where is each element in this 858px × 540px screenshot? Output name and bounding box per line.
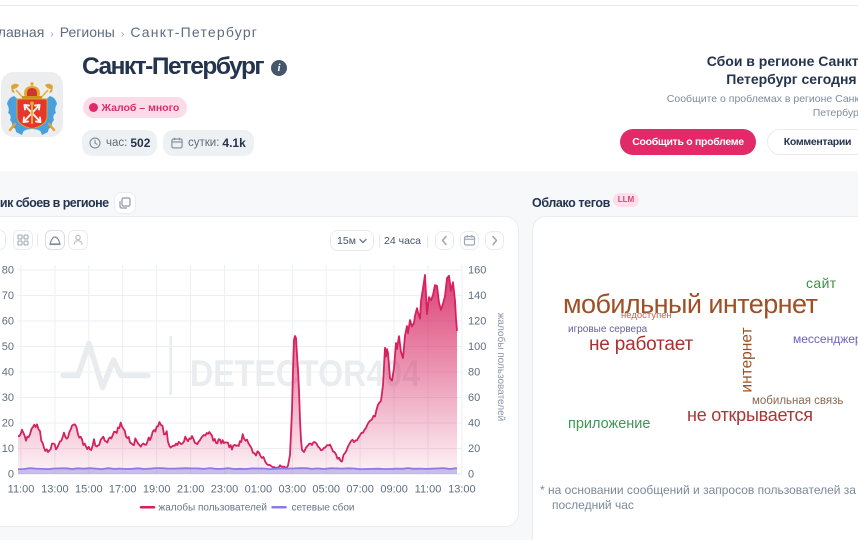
svg-text:07:00: 07:00	[346, 484, 374, 496]
svg-text:15:00: 15:00	[75, 484, 103, 496]
svg-text:жалобы пользователей: жалобы пользователей	[495, 313, 507, 422]
svg-text:жалобы пользователей: жалобы пользователей	[159, 502, 268, 514]
svg-text:21:00: 21:00	[177, 484, 205, 496]
svg-text:13:00: 13:00	[448, 484, 476, 496]
svg-text:23:00: 23:00	[211, 484, 239, 496]
svg-text:0: 0	[468, 469, 474, 481]
svg-text:03:00: 03:00	[279, 484, 307, 496]
svg-text:40: 40	[468, 418, 480, 430]
svg-text:160: 160	[468, 265, 486, 277]
svg-text:60: 60	[2, 316, 14, 328]
svg-text:60: 60	[468, 392, 480, 404]
svg-text:40: 40	[2, 367, 14, 379]
svg-text:01:00: 01:00	[245, 484, 273, 496]
svg-text:11:00: 11:00	[8, 484, 35, 496]
svg-text:0: 0	[8, 469, 14, 481]
svg-text:10: 10	[2, 443, 14, 455]
svg-text:20: 20	[2, 418, 14, 430]
svg-text:сетевые сбои: сетевые сбои	[292, 502, 355, 514]
svg-text:70: 70	[2, 290, 14, 302]
svg-text:80: 80	[2, 265, 14, 277]
svg-text:19:00: 19:00	[143, 484, 171, 496]
svg-text:13:00: 13:00	[41, 484, 69, 496]
svg-text:80: 80	[468, 367, 480, 379]
svg-text:11:00: 11:00	[415, 484, 442, 496]
svg-text:20: 20	[468, 443, 480, 455]
svg-text:50: 50	[2, 341, 14, 353]
svg-text:140: 140	[468, 290, 486, 302]
svg-text:100: 100	[468, 341, 486, 353]
svg-text:120: 120	[468, 316, 486, 328]
svg-text:05:00: 05:00	[312, 484, 340, 496]
svg-text:09:00: 09:00	[380, 484, 408, 496]
svg-text:17:00: 17:00	[109, 484, 137, 496]
svg-text:30: 30	[2, 392, 14, 404]
